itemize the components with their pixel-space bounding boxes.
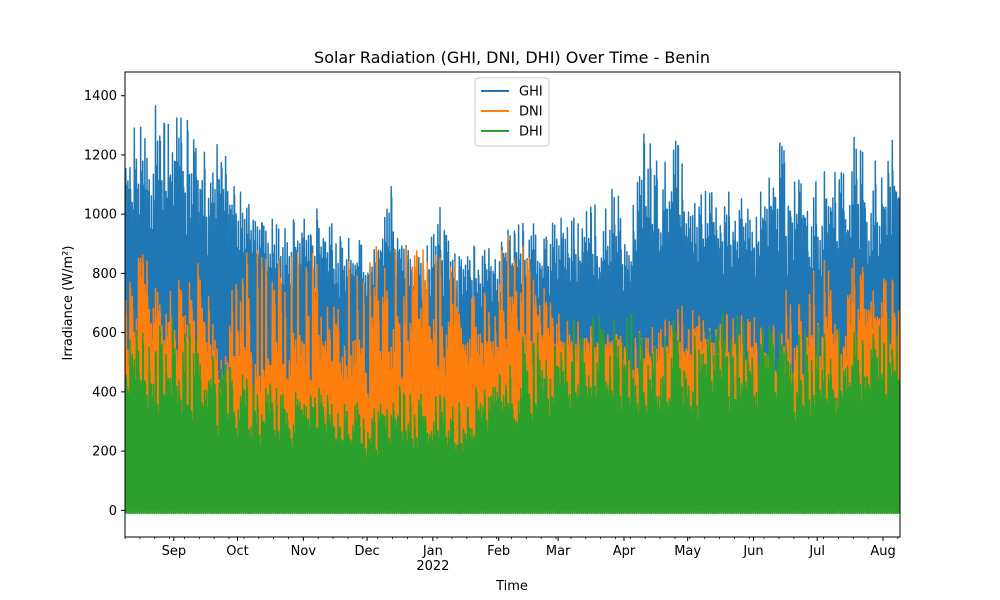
y-tick-label: 800 bbox=[92, 267, 117, 282]
y-tick-label: 1200 bbox=[84, 148, 117, 163]
x-tick-label: Jul bbox=[808, 544, 825, 559]
x-axis-title: Time bbox=[495, 579, 528, 594]
y-tick-label: 0 bbox=[109, 504, 117, 519]
y-axis-title: Irradiance (W/m²) bbox=[61, 246, 76, 361]
x-tick-sublabel: 2022 bbox=[416, 559, 449, 574]
x-tick-label: Dec bbox=[354, 544, 379, 559]
legend-label-ghi: GHI bbox=[519, 85, 543, 100]
y-tick-label: 400 bbox=[92, 385, 117, 400]
plot-area bbox=[125, 105, 900, 515]
legend-label-dni: DNI bbox=[519, 105, 543, 120]
series-line-dhi bbox=[125, 312, 900, 515]
x-tick-label: Jan bbox=[422, 544, 443, 559]
y-tick-label: 600 bbox=[92, 326, 117, 341]
legend: GHI DNI DHI bbox=[474, 77, 550, 147]
chart-title: Solar Radiation (GHI, DNI, DHI) Over Tim… bbox=[314, 48, 710, 67]
y-tick-label: 1000 bbox=[84, 208, 117, 223]
x-tick-label: Feb bbox=[487, 544, 510, 559]
x-tick-label: Apr bbox=[613, 544, 636, 559]
series-group bbox=[125, 105, 900, 515]
x-tick-label: May bbox=[674, 544, 701, 559]
x-tick-label: Jun bbox=[742, 544, 763, 559]
x-tick-label: Mar bbox=[546, 544, 571, 559]
x-tick-label: Sep bbox=[162, 544, 187, 559]
x-tick-label: Nov bbox=[291, 544, 317, 559]
axes-frame bbox=[124, 71, 901, 538]
legend-label-dhi: DHI bbox=[519, 125, 543, 140]
x-tick-label: Aug bbox=[870, 544, 895, 559]
x-tick-label: Oct bbox=[226, 544, 248, 559]
axes: 0 200 400 600 800 1000 1200 1400 Sep Oct Nov Dec Jan… bbox=[84, 71, 901, 574]
y-tick-label: 200 bbox=[92, 445, 117, 460]
legend-box bbox=[474, 77, 550, 147]
y-tick-label: 1400 bbox=[84, 89, 117, 104]
